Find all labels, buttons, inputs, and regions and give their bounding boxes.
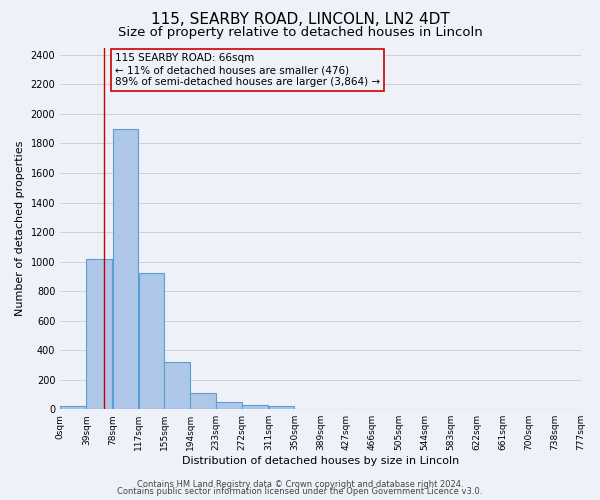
Bar bbox=[164, 362, 190, 409]
Bar bbox=[217, 402, 242, 409]
Text: Size of property relative to detached houses in Lincoln: Size of property relative to detached ho… bbox=[118, 26, 482, 39]
Bar bbox=[269, 406, 295, 409]
Bar bbox=[190, 393, 216, 409]
Text: Contains HM Land Registry data © Crown copyright and database right 2024.: Contains HM Land Registry data © Crown c… bbox=[137, 480, 463, 489]
X-axis label: Distribution of detached houses by size in Lincoln: Distribution of detached houses by size … bbox=[182, 456, 459, 466]
Text: 115, SEARBY ROAD, LINCOLN, LN2 4DT: 115, SEARBY ROAD, LINCOLN, LN2 4DT bbox=[151, 12, 449, 28]
Bar bbox=[139, 274, 164, 409]
Bar bbox=[86, 258, 112, 409]
Bar bbox=[113, 128, 139, 409]
Text: Contains public sector information licensed under the Open Government Licence v3: Contains public sector information licen… bbox=[118, 487, 482, 496]
Bar bbox=[61, 406, 86, 409]
Text: 115 SEARBY ROAD: 66sqm
← 11% of detached houses are smaller (476)
89% of semi-de: 115 SEARBY ROAD: 66sqm ← 11% of detached… bbox=[115, 54, 380, 86]
Y-axis label: Number of detached properties: Number of detached properties bbox=[15, 140, 25, 316]
Bar bbox=[242, 405, 268, 409]
